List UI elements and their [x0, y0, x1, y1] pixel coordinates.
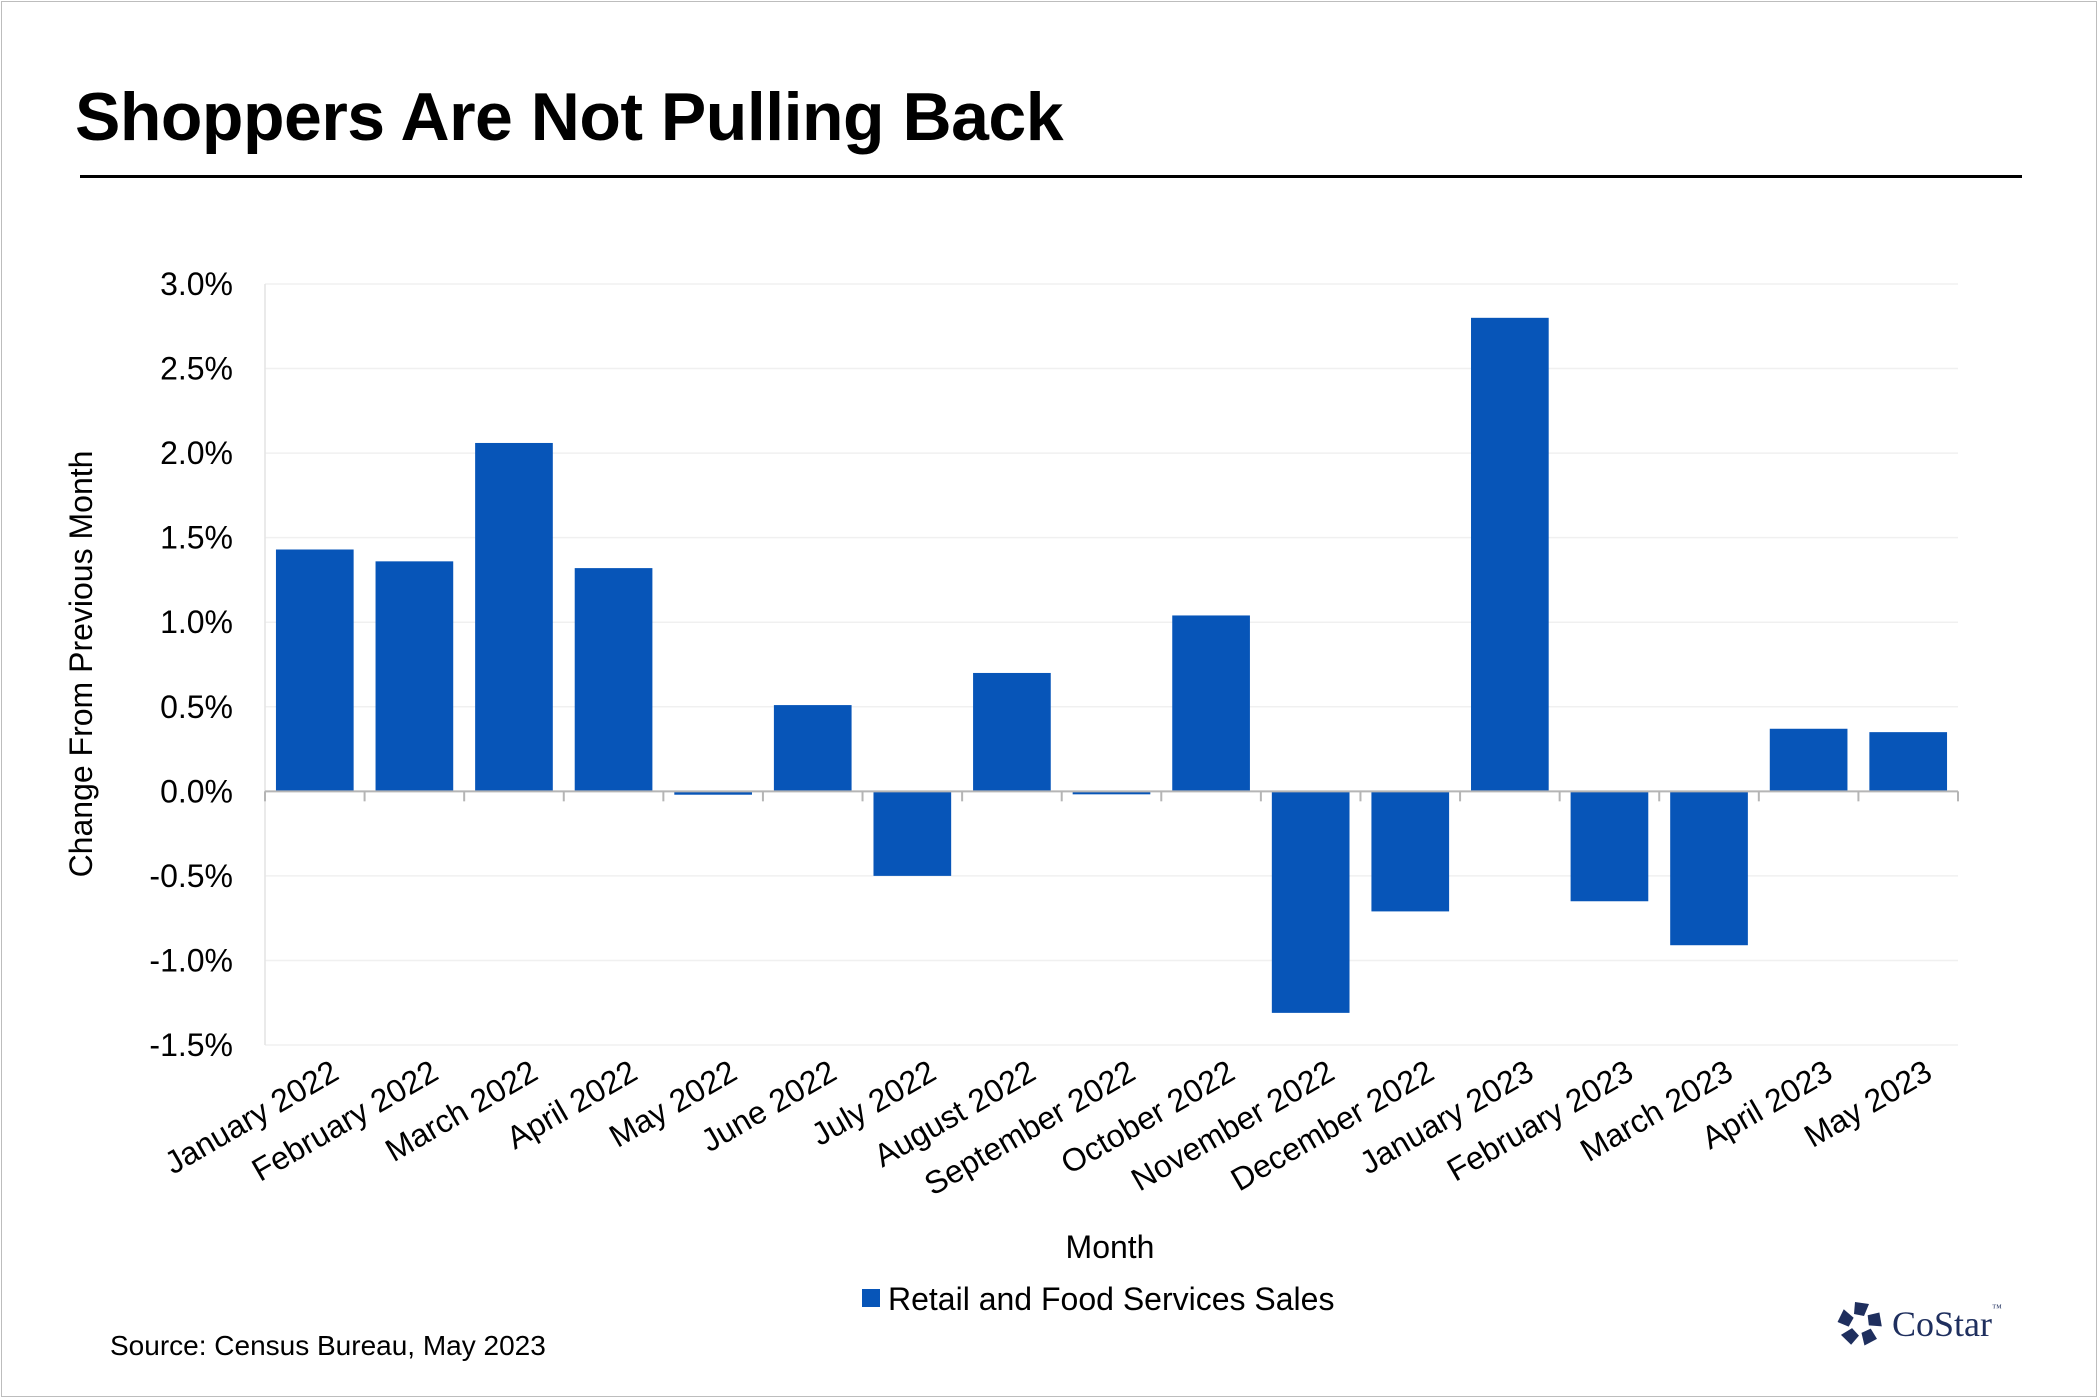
y-tick-label: 2.0%	[160, 435, 233, 471]
bar	[973, 672, 1051, 792]
y-axis-title: Change From Previous Month	[63, 451, 99, 878]
y-tick-label: 1.5%	[160, 520, 233, 556]
bar	[873, 791, 952, 876]
bar	[773, 705, 852, 792]
bar	[574, 568, 653, 792]
bar	[1471, 317, 1549, 792]
y-tick-label: 0.0%	[160, 773, 233, 809]
bar	[1371, 791, 1450, 912]
page-title: Shoppers Are Not Pulling Back	[75, 79, 1064, 155]
logo-wordmark: CoStar™	[1892, 1303, 2002, 1345]
bar	[1670, 791, 1748, 946]
bar	[1172, 615, 1250, 792]
legend-label: Retail and Food Services Sales	[888, 1281, 1334, 1317]
y-tick-label: 1.0%	[160, 604, 233, 640]
y-tick-label: -1.5%	[149, 1027, 233, 1063]
y-tick-label: -0.5%	[149, 858, 233, 894]
y-tick-label: 3.0%	[160, 266, 233, 302]
bar	[1570, 791, 1649, 902]
logo-text: CoStar	[1892, 1304, 1993, 1344]
logo-trademark: ™	[1992, 1303, 2002, 1314]
costar-logo: CoStar™	[1836, 1298, 2002, 1350]
bar	[1769, 728, 1848, 792]
bar	[475, 442, 553, 792]
y-tick-label: 0.5%	[160, 689, 233, 725]
costar-star-icon	[1837, 1302, 1882, 1346]
title-divider	[80, 175, 2022, 178]
source-note: Source: Census Bureau, May 2023	[110, 1330, 546, 1361]
x-axis-title: Month	[1066, 1229, 1155, 1265]
bar	[1271, 791, 1350, 1013]
bar	[375, 561, 454, 792]
y-tick-label: 2.5%	[160, 351, 233, 387]
y-tick-label: -1.0%	[149, 942, 233, 978]
legend-swatch	[862, 1289, 880, 1307]
bar	[1869, 732, 1948, 792]
bar	[674, 791, 752, 795]
bar	[275, 549, 354, 792]
bar	[1072, 791, 1151, 795]
